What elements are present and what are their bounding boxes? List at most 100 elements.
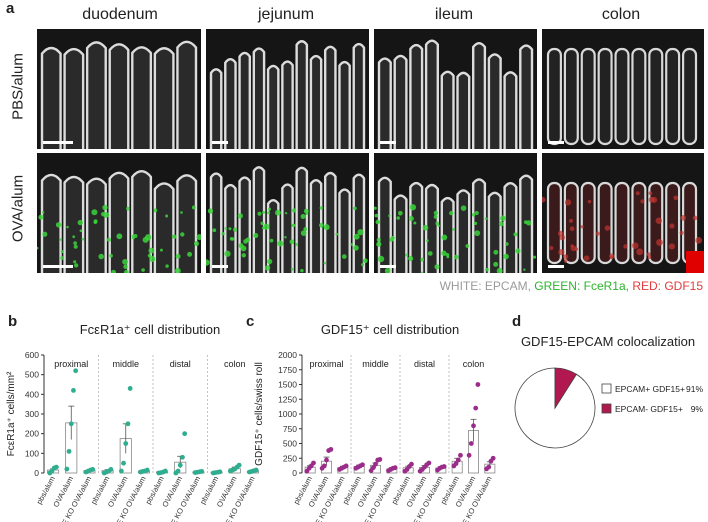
scale-bar	[548, 265, 564, 268]
panel-d-letter: d	[512, 313, 522, 330]
data-point	[90, 467, 96, 472]
data-point	[217, 469, 223, 475]
y-tick-label: 100	[25, 448, 39, 458]
data-point	[125, 421, 131, 427]
data-point	[321, 463, 327, 469]
data-point	[360, 462, 365, 468]
stain-white-label: WHITE: EPCAM,	[439, 279, 531, 293]
chart-b-title: FcεR1a⁺ cell distribution	[79, 322, 221, 337]
data-point	[162, 468, 168, 474]
data-point	[144, 467, 150, 473]
data-point	[123, 441, 129, 446]
legend-value: 91%	[686, 384, 703, 394]
micrograph-ova-jejunum	[206, 153, 369, 273]
micrograph-image	[374, 174, 537, 273]
stain-green-label: GREEN: FceR1a,	[534, 279, 629, 293]
y-tick-label: 750	[283, 424, 297, 434]
micrograph-image	[546, 47, 698, 146]
y-tick-label: 300	[25, 409, 39, 419]
y-tick-label: 1500	[278, 380, 297, 390]
group-label: distal	[414, 359, 435, 369]
data-point	[328, 447, 334, 452]
scale-bar	[380, 265, 396, 268]
data-point	[311, 460, 316, 466]
scale-bar	[43, 265, 73, 268]
micrograph-image	[542, 181, 704, 273]
y-axis-label: FcεR1a⁺ cells/mm²	[6, 371, 17, 456]
data-point	[373, 461, 378, 467]
legend-label: EPCAM- GDF15+	[615, 404, 683, 414]
chart-d-title: GDF15-EPCAM colocalization	[520, 334, 696, 349]
y-tick-label: 0	[292, 468, 297, 478]
y-tick-label: 500	[25, 370, 39, 380]
data-point	[490, 455, 496, 461]
data-point	[473, 405, 479, 411]
y-tick-label: 0	[34, 468, 39, 478]
group-label: distal	[170, 359, 191, 369]
data-point	[458, 452, 463, 458]
y-tick-label: 200	[25, 429, 39, 439]
scale-bar	[380, 141, 396, 144]
data-point	[468, 441, 474, 446]
data-point	[175, 468, 181, 474]
legend-label: EPCAM+ GDF15+	[615, 384, 685, 394]
y-tick-label: 1250	[278, 394, 297, 404]
micrograph-ova-duodenum	[37, 153, 201, 273]
legend-swatch	[601, 403, 612, 414]
data-point	[453, 461, 459, 466]
micrograph-image	[377, 39, 534, 149]
y-axis-label: GDF15⁺ cells/swiss roll	[254, 362, 265, 466]
legend-swatch	[601, 383, 612, 394]
panel-b-letter: b	[8, 313, 18, 330]
group-label: colon	[224, 359, 246, 369]
chart-c-title: GDF15⁺ cell distribution	[320, 322, 460, 337]
micrograph-pbs-ileum	[374, 29, 537, 149]
scale-bar	[212, 141, 228, 144]
micrograph-image	[209, 40, 366, 149]
chart-d: EPCAM+ GDF15+ 91%EPCAM- GDF15+ 9%	[514, 367, 703, 449]
y-tick-label: 1000	[278, 409, 297, 419]
data-point	[127, 386, 133, 391]
data-point	[180, 454, 185, 460]
scale-bar	[43, 141, 73, 144]
micrograph-image	[37, 170, 201, 273]
data-point	[466, 452, 472, 458]
row-label-pbs: PBS/alum	[9, 53, 27, 120]
y-tick-label: 500	[283, 439, 297, 449]
scale-bar	[548, 141, 564, 144]
data-point	[426, 460, 432, 466]
data-point	[68, 421, 74, 427]
y-tick-label: 250	[283, 453, 297, 463]
micrograph-pbs-jejunum	[206, 29, 369, 149]
data-point	[53, 464, 59, 470]
micrograph-image	[40, 40, 198, 149]
data-point	[324, 457, 329, 463]
micrograph-ova-colon	[542, 153, 704, 273]
y-tick-label: 1750	[278, 365, 297, 375]
column-label-duodenum: duodenum	[82, 6, 158, 23]
data-point	[455, 457, 461, 463]
stain-legend: WHITE: EPCAM, GREEN: FceR1a, RED: GDF15	[380, 279, 703, 293]
data-point	[182, 431, 188, 437]
micrograph-image	[206, 166, 368, 273]
micrograph-ova-ileum	[374, 153, 537, 273]
data-point	[121, 460, 126, 466]
data-point	[343, 463, 349, 469]
stain-red-label: RED: GDF15	[632, 279, 703, 293]
data-point	[370, 465, 376, 471]
scale-bar	[212, 265, 228, 268]
y-tick-label: 400	[25, 389, 39, 399]
data-point	[64, 466, 70, 472]
data-point	[66, 448, 72, 454]
data-point	[441, 464, 447, 469]
chart-b: 0 100 200 300 400 500 600 FcεR1a⁺ cells/mm² prox…	[6, 350, 259, 522]
data-point	[108, 467, 114, 472]
group-label: colon	[463, 359, 485, 369]
column-label-colon: colon	[601, 6, 641, 23]
y-tick-label: 2000	[278, 350, 297, 360]
data-point	[475, 382, 481, 387]
micrograph-pbs-colon	[542, 29, 704, 149]
pie-slice	[554, 367, 577, 410]
micrograph-pbs-duodenum	[37, 29, 201, 149]
data-point	[392, 465, 398, 471]
